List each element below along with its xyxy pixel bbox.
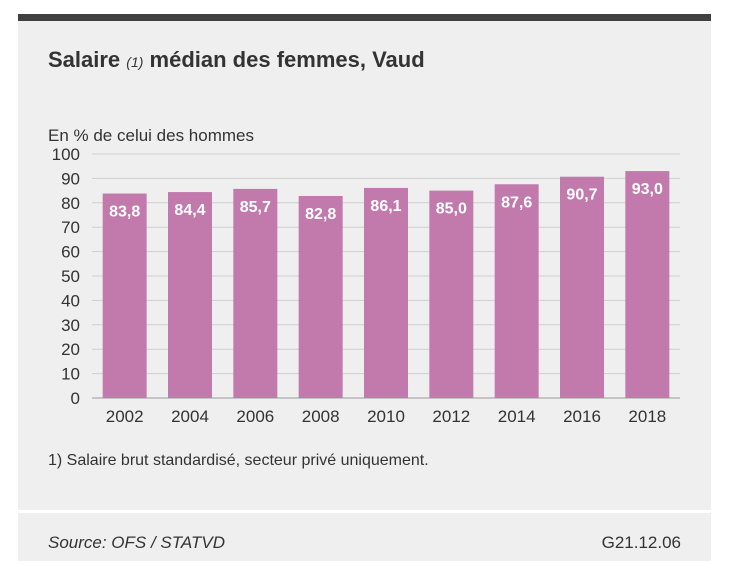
chart-code: G21.12.06 xyxy=(601,533,681,552)
x-tick-label: 2008 xyxy=(302,407,340,426)
y-tick-label: 100 xyxy=(52,145,80,164)
x-tick-label: 2014 xyxy=(498,407,536,426)
bar-value-label: 85,7 xyxy=(240,199,271,216)
bar-2004 xyxy=(168,192,212,398)
y-tick-label: 90 xyxy=(61,169,80,188)
y-tick-label: 40 xyxy=(61,291,80,310)
bars: 83,8 84,4 85,7 82,8 86,1 85,0 87,6 90,7 93,0 xyxy=(102,171,670,398)
title-main: Salaire xyxy=(48,47,121,72)
bar-2018 xyxy=(625,171,670,398)
bar-2002 xyxy=(102,193,147,398)
y-tick-label: 60 xyxy=(61,243,80,262)
x-tick-label: 2002 xyxy=(106,407,144,426)
bar-2010 xyxy=(364,187,408,398)
x-tick-label: 2010 xyxy=(367,407,405,426)
bar-value-label: 84,4 xyxy=(174,202,205,219)
y-tick-label: 70 xyxy=(61,218,80,237)
source-text: Source: OFS / STATVD xyxy=(48,533,225,552)
x-tick-label: 2018 xyxy=(628,407,666,426)
bar-value-label: 86,1 xyxy=(370,198,401,215)
bar-2006 xyxy=(233,188,278,398)
footnote: 1) Salaire brut standardisé, secteur pri… xyxy=(48,452,429,469)
bar-2012 xyxy=(429,190,474,398)
y-tick-label: 10 xyxy=(61,365,80,384)
bar-2008 xyxy=(298,195,343,398)
bar-2016 xyxy=(560,176,604,398)
chart-title: Salaire (1) médian des femmes, Vaud xyxy=(48,47,425,73)
y-tick-labels: 0 10 20 30 40 50 60 70 80 90 100 xyxy=(52,145,80,408)
title-footnote-marker: (1) xyxy=(126,54,144,70)
footer-divider xyxy=(18,510,711,513)
chart-panel: Salaire (1) médian des femmes, Vaud En %… xyxy=(18,14,711,561)
y-tick-label: 20 xyxy=(61,340,80,359)
y-tick-label: 50 xyxy=(61,267,80,286)
y-tick-label: 80 xyxy=(61,194,80,213)
bar-value-label: 93,0 xyxy=(632,181,663,198)
y-axis-unit-label: En % de celui des hommes xyxy=(48,126,254,145)
y-tick-label: 0 xyxy=(71,389,80,408)
x-tick-label: 2012 xyxy=(432,407,470,426)
bar-value-label: 82,8 xyxy=(305,206,336,223)
y-tick-label: 30 xyxy=(61,316,80,335)
bar-2014 xyxy=(494,184,539,398)
x-tick-label: 2016 xyxy=(563,407,601,426)
x-tick-label: 2006 xyxy=(236,407,274,426)
title-rest: médian des femmes, Vaud xyxy=(149,47,425,72)
bar-value-label: 90,7 xyxy=(566,187,597,204)
bar-value-label: 83,8 xyxy=(109,204,140,221)
bar-value-label: 85,0 xyxy=(436,201,467,218)
x-tick-label: 2004 xyxy=(171,407,209,426)
x-tick-labels: 2002 2004 2006 2008 2010 2012 2014 2016 2018 xyxy=(106,407,666,426)
bar-value-label: 87,6 xyxy=(501,194,532,211)
